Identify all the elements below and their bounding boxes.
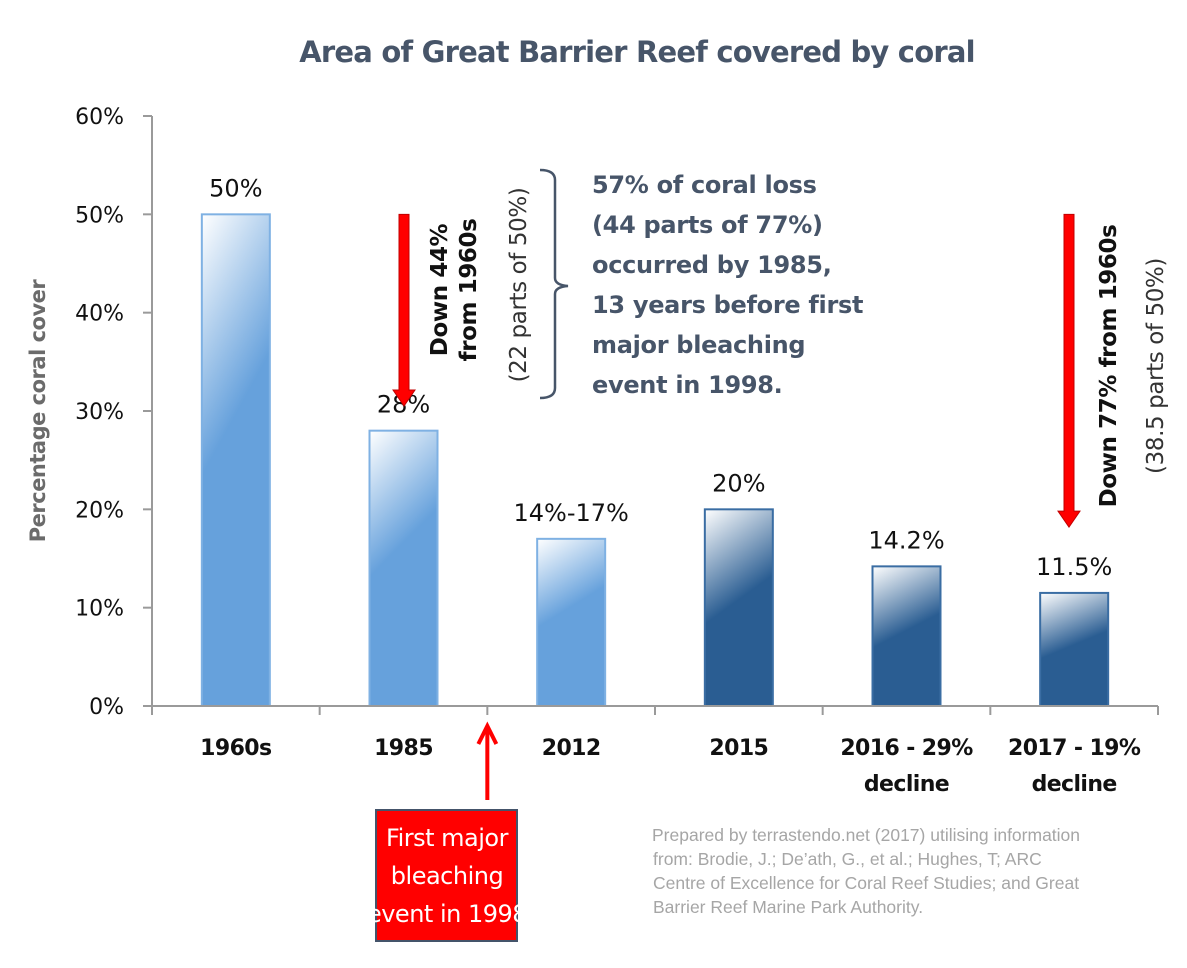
source-line: from: Brodie, J.; De’ath, G., et al.; Hu… (653, 849, 1042, 869)
x-tick-label: 1960s (200, 736, 272, 761)
source-line: Centre of Excellence for Coral Reef Stud… (653, 873, 1079, 893)
data-label: 14%-17% (513, 499, 628, 527)
up-arrow-icon (476, 721, 499, 800)
y-tick-label: 40% (75, 302, 124, 327)
callout-line: major bleaching (592, 331, 805, 359)
y-tick-label: 20% (75, 498, 124, 523)
bar (368, 429, 439, 707)
source-line: Barrier Reef Marine Park Authority. (653, 897, 923, 917)
bleaching-box-line: bleaching (391, 862, 503, 890)
bleaching-event-box (375, 809, 518, 942)
bleaching-box-line: event in 1998 (367, 900, 527, 928)
brace-icon (539, 168, 569, 400)
bar (200, 213, 271, 707)
callout-line: 13 years before first (592, 291, 863, 319)
down-77-line-2: (38.5 parts of 50%) (1143, 258, 1169, 474)
down-77-annotation: Down 77% from 1960s (38.5 parts of 50%) (1057, 213, 1169, 529)
x-tick-label: 2015 (709, 736, 768, 761)
data-label: 14.2% (868, 526, 944, 554)
bar (871, 565, 942, 707)
arrow-head (476, 721, 499, 745)
x-tick-label: decline (1032, 772, 1117, 797)
callout-line: 57% of coral loss (592, 171, 817, 199)
down-44-line-3: (22 parts of 50%) (506, 188, 532, 383)
bar (536, 537, 607, 707)
y-tick-label: 60% (75, 105, 124, 130)
y-tick-label: 30% (75, 400, 124, 425)
y-axis-label: Percentage coral cover (26, 279, 50, 543)
down-arrow-icon (1057, 213, 1081, 529)
callout-line: occurred by 1985, (592, 251, 832, 279)
data-label: 50% (209, 174, 262, 202)
down-44-line-2: from 1960s (456, 219, 482, 362)
arrow-shape (392, 213, 416, 407)
y-tick-label: 50% (75, 203, 124, 228)
coral-loss-callout: 57% of coral loss (44 parts of 77%) occu… (592, 171, 863, 399)
callout-line: event in 1998. (592, 371, 783, 399)
y-axis: 0% 10% 20% 30% 40% 50% 60% (75, 105, 153, 720)
bleaching-event-annotation: First major bleaching event in 1998 (367, 721, 528, 942)
down-44-line-1: Down 44% (427, 223, 453, 356)
x-tick-label: 1985 (374, 736, 433, 761)
bar (703, 508, 774, 708)
x-tick-label: decline (864, 772, 949, 797)
data-label: 11.5% (1036, 553, 1112, 581)
chart-title: Area of Great Barrier Reef covered by co… (299, 35, 974, 69)
y-tick-label: 0% (89, 695, 124, 720)
bars (200, 213, 1110, 708)
bar (1039, 591, 1110, 708)
source-note: Prepared by terrastendo.net (2017) utili… (652, 825, 1080, 917)
data-label: 20% (712, 469, 765, 497)
down-44-annotation: Down 44% from 1960s (22 parts of 50%) (392, 188, 532, 407)
x-tick-label: 2017 - 19% (1008, 736, 1141, 761)
bleaching-box-line: First major (386, 824, 509, 852)
x-axis: 1960s 1985 2012 2015 2016 - 29% decline 2017 -… (151, 705, 1159, 797)
y-tick-label: 10% (75, 597, 124, 622)
callout-line: (44 parts of 77%) (592, 211, 823, 239)
arrow-shape (1057, 213, 1081, 529)
down-77-line-1: Down 77% from 1960s (1096, 225, 1122, 508)
x-tick-label: 2012 (542, 736, 601, 761)
x-tick-label: 2016 - 29% (840, 736, 973, 761)
down-arrow-icon (392, 213, 416, 407)
source-line: Prepared by terrastendo.net (2017) utili… (652, 825, 1080, 845)
data-labels: 50%28%14%-17%20%14.2%11.5% (209, 174, 1112, 581)
